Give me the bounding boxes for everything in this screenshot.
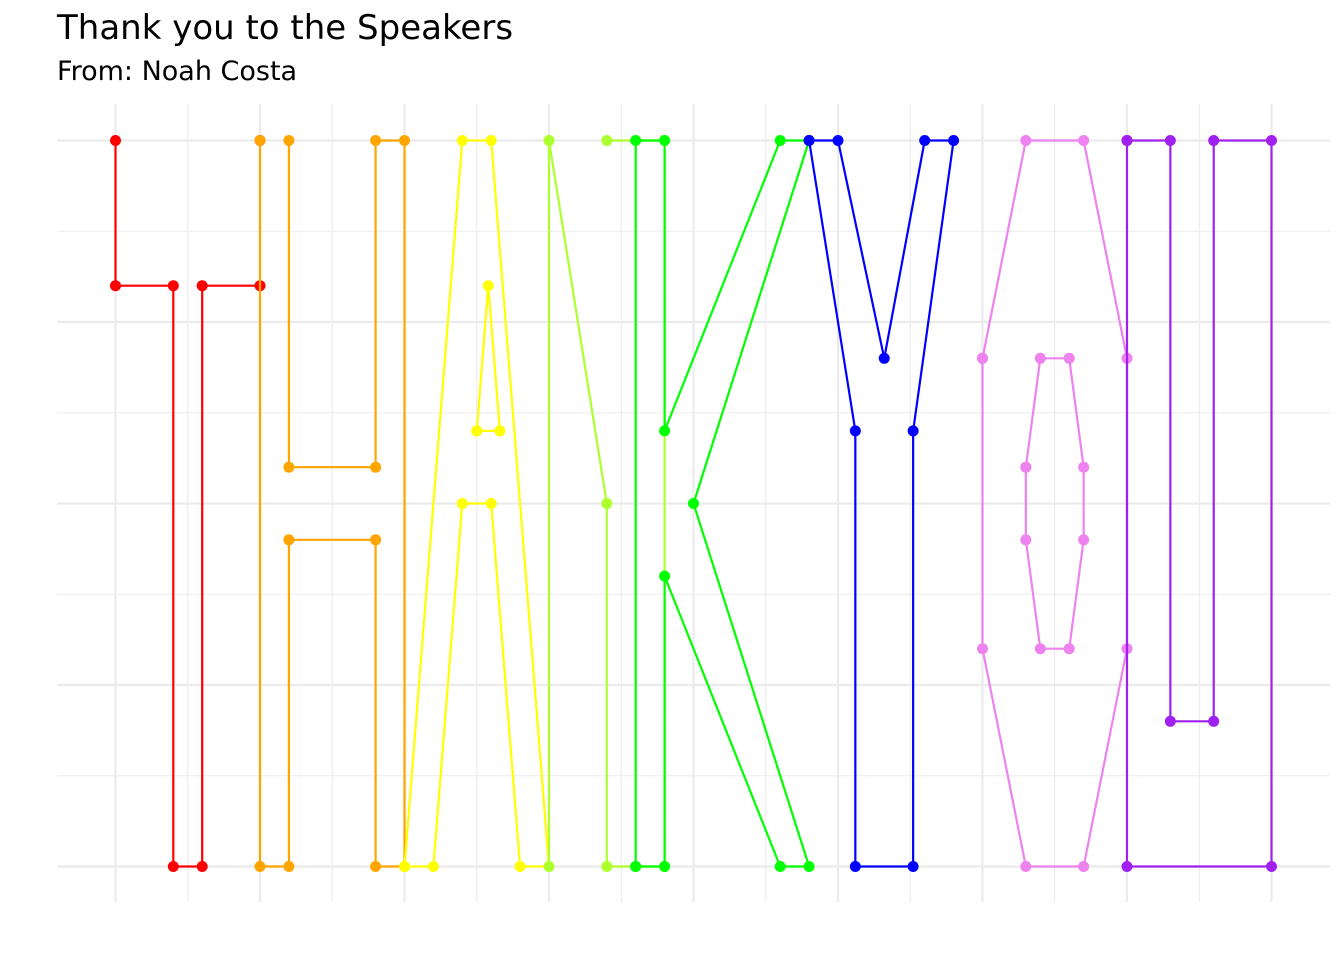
data-point-n-6 xyxy=(601,135,613,146)
data-point-u-4 xyxy=(1208,135,1220,146)
data-point-k-11 xyxy=(630,861,642,872)
data-point-k-4 xyxy=(774,135,786,146)
data-point-n-2 xyxy=(601,498,613,509)
data-point-y-9 xyxy=(803,135,815,146)
data-point-o-inner-7 xyxy=(1020,534,1032,546)
data-point-y-2 xyxy=(849,861,861,872)
data-point-h-3 xyxy=(283,534,295,546)
data-point-a-1 xyxy=(456,135,468,146)
data-point-h-5 xyxy=(370,861,382,872)
data-point-u-7 xyxy=(1164,135,1176,146)
data-point-o-8 xyxy=(977,352,988,364)
data-point-a-6 xyxy=(456,498,468,509)
data-point-k-10 xyxy=(659,861,671,872)
data-point-h-2 xyxy=(283,861,295,872)
data-point-k-9 xyxy=(659,570,671,582)
data-point-u-1 xyxy=(1121,861,1133,872)
data-point-o-7 xyxy=(977,643,988,655)
data-point-a-8 xyxy=(399,861,410,872)
series-layer xyxy=(110,135,1277,872)
data-point-y-8 xyxy=(832,135,844,146)
data-point-h-10 xyxy=(283,461,295,473)
data-point-o-6 xyxy=(1020,861,1032,872)
data-point-t-3 xyxy=(167,861,179,872)
series-line-y xyxy=(808,139,955,868)
data-point-h-9 xyxy=(370,461,382,473)
data-point-y-4 xyxy=(907,425,919,437)
data-point-n-extra-0 xyxy=(543,135,555,146)
data-point-y-6 xyxy=(919,135,931,146)
data-point-k-8 xyxy=(774,861,786,872)
data-point-u-8 xyxy=(1121,135,1133,146)
data-point-a-2 xyxy=(485,135,497,146)
data-point-y-3 xyxy=(907,861,919,872)
data-point-o-inner-3 xyxy=(1078,461,1090,473)
data-point-t-0 xyxy=(110,135,121,146)
data-point-a-7 xyxy=(427,861,439,872)
data-point-y-1 xyxy=(849,425,861,437)
data-point-u-2 xyxy=(1266,861,1277,872)
data-point-o-inner-4 xyxy=(1078,534,1090,546)
data-point-n-0 xyxy=(543,861,555,872)
chart-subtitle: From: Noah Costa xyxy=(57,56,298,87)
data-point-t-4 xyxy=(196,861,208,872)
data-point-k-2 xyxy=(659,135,671,146)
data-point-t-5 xyxy=(196,280,208,292)
data-point-t-2 xyxy=(167,280,179,292)
data-point-a-inner-1 xyxy=(482,280,494,292)
data-point-k-3 xyxy=(659,425,671,437)
data-point-o-2 xyxy=(1078,135,1090,146)
data-point-o-inner-8 xyxy=(1020,461,1032,473)
data-point-h-1 xyxy=(254,861,266,872)
data-point-o-1 xyxy=(1020,135,1032,146)
data-point-o-inner-2 xyxy=(1063,352,1075,364)
data-point-k-6 xyxy=(688,498,699,509)
data-point-o-inner-6 xyxy=(1034,643,1046,655)
data-point-h-0 xyxy=(254,135,266,146)
data-point-h-11 xyxy=(283,135,295,146)
data-point-o-5 xyxy=(1078,861,1090,872)
data-point-t-1 xyxy=(110,280,121,292)
data-point-k-1 xyxy=(630,135,642,146)
data-point-u-5 xyxy=(1208,715,1220,727)
series-line-a-inner xyxy=(475,284,501,432)
data-point-a-inner-3 xyxy=(471,425,483,437)
chart-title: Thank you to the Speakers xyxy=(57,8,514,48)
data-point-y-5 xyxy=(948,135,960,146)
data-point-h-8 xyxy=(370,135,382,146)
data-point-h-7 xyxy=(399,135,410,146)
data-point-u-3 xyxy=(1266,135,1277,146)
data-point-y-7 xyxy=(878,352,890,364)
data-point-n-3 xyxy=(601,861,613,872)
data-point-a-inner-2 xyxy=(494,425,506,437)
data-point-u-6 xyxy=(1164,715,1176,727)
data-point-k-7 xyxy=(803,861,815,872)
data-point-o-inner-1 xyxy=(1034,352,1046,364)
data-point-h-4 xyxy=(370,534,382,546)
data-point-a-5 xyxy=(485,498,497,509)
data-point-o-inner-5 xyxy=(1063,643,1075,655)
data-point-a-4 xyxy=(514,861,526,872)
